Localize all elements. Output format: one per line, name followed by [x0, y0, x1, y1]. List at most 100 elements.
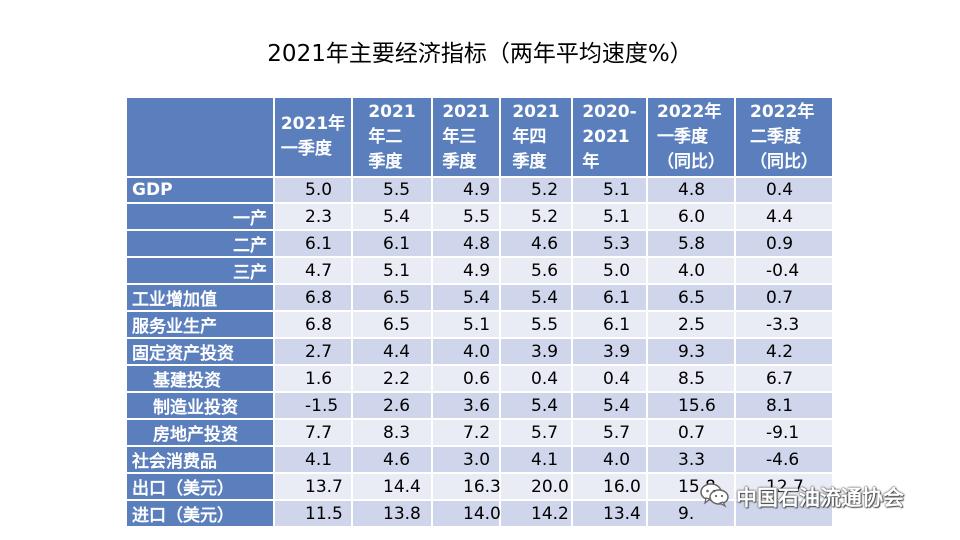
table-cell: 13.4 [571, 499, 648, 528]
table-cell: 6.1 [571, 283, 648, 312]
table-cell: 6.1 [571, 310, 648, 339]
row-label: 工业增加值 [125, 283, 275, 312]
table-cell: 0.6 [431, 364, 501, 393]
table-cell: -3.3 [734, 310, 834, 339]
table-row: 三产 4.7 5.1 4.9 5.6 5.0 4.0 -0.4 [125, 256, 834, 285]
table-cell: 4.7 [273, 256, 353, 285]
table-cell: -4.6 [734, 445, 834, 474]
column-header: 2021年 一季度 [273, 96, 353, 178]
table-cell: 4.9 [431, 256, 501, 285]
table-cell: 5.4 [499, 391, 573, 420]
table-cell: 4.0 [431, 337, 501, 366]
table-cell: 16.0 [571, 472, 648, 501]
row-label: GDP [125, 176, 275, 204]
table-cell: 5.5 [499, 310, 573, 339]
table-header-row: 2021年 一季度 2021 年二 季度 2021 年三 季度 2021 年四 … [125, 96, 834, 178]
table-row: 社会消费品 4.1 4.6 3.0 4.1 4.0 3.3 -4.6 [125, 445, 834, 474]
row-label: 进口（美元） [125, 499, 275, 528]
table-cell: 6.1 [351, 229, 433, 258]
table-cell: 8.1 [734, 391, 834, 420]
watermark-text: 中国石油流通协会 [736, 486, 904, 510]
row-label: 房地产投资 [125, 418, 275, 447]
table-cell: 14.2 [499, 499, 573, 528]
table-cell: 4.2 [734, 337, 834, 366]
table-cell: 5.4 [499, 283, 573, 312]
table-cell: 0.9 [734, 229, 834, 258]
table-cell: 14.0 [431, 499, 501, 528]
row-label: 社会消费品 [125, 445, 275, 474]
row-label: 二产 [125, 229, 275, 258]
table-cell: 5.3 [571, 229, 648, 258]
table-cell: 5.1 [431, 310, 501, 339]
table-cell: 6.8 [273, 283, 353, 312]
table-cell: 0.7 [646, 418, 736, 447]
table-cell: 6.8 [273, 310, 353, 339]
table-cell: 3.0 [431, 445, 501, 474]
table-cell: 7.2 [431, 418, 501, 447]
column-header: 2021 年四 季度 [499, 96, 573, 178]
table-cell: 4.1 [499, 445, 573, 474]
table-cell: 0.4 [499, 364, 573, 393]
table-cell: 20.0 [499, 472, 573, 501]
table-cell: 2.3 [273, 202, 353, 231]
table-row: 基建投资 1.6 2.2 0.6 0.4 0.4 8.5 6.7 [125, 364, 834, 393]
table-cell: 6.1 [273, 229, 353, 258]
row-label: 制造业投资 [125, 391, 275, 420]
table-row: GDP 5.0 5.5 4.9 5.2 5.1 4.8 0.4 [125, 176, 834, 204]
table-cell: 4.4 [351, 337, 433, 366]
table-cell: 3.6 [431, 391, 501, 420]
table-cell: 5.5 [351, 176, 433, 204]
header-corner-cell [125, 96, 275, 178]
table-cell: -1.5 [273, 391, 353, 420]
wechat-icon [700, 482, 730, 512]
column-header: 2021 年三 季度 [431, 96, 501, 178]
row-label: 服务业生产 [125, 310, 275, 339]
table-cell: 3.9 [571, 337, 648, 366]
table-cell: 5.0 [571, 256, 648, 285]
table-cell: 4.0 [571, 445, 648, 474]
table-cell: 8.3 [351, 418, 433, 447]
table-cell: 0.4 [571, 364, 648, 393]
table-row: 固定资产投资 2.7 4.4 4.0 3.9 3.9 9.3 4.2 [125, 337, 834, 366]
table-cell: 5.8 [646, 229, 736, 258]
table-cell: 5.2 [499, 202, 573, 231]
economic-indicators-table: 2021年 一季度 2021 年二 季度 2021 年三 季度 2021 年四 … [125, 96, 834, 528]
table-cell: 4.6 [351, 445, 433, 474]
table-cell: 13.7 [273, 472, 353, 501]
table-cell: 6.0 [646, 202, 736, 231]
table-row: 服务业生产 6.8 6.5 5.1 5.5 6.1 2.5 -3.3 [125, 310, 834, 339]
table-cell: -0.4 [734, 256, 834, 285]
column-header: 2022年 二季度 （同比） [734, 96, 834, 178]
row-label: 三产 [125, 256, 275, 285]
table-cell: 4.6 [499, 229, 573, 258]
table-cell: 6.7 [734, 364, 834, 393]
table-cell: -9.1 [734, 418, 834, 447]
table-cell: 9.3 [646, 337, 736, 366]
table-cell: 15.6 [646, 391, 736, 420]
column-header: 2022年 一季度 （同比） [646, 96, 736, 178]
table-cell: 5.7 [499, 418, 573, 447]
table-cell: 3.3 [646, 445, 736, 474]
row-label: 一产 [125, 202, 275, 231]
table-row: 出口（美元） 13.7 14.4 16.3 20.0 16.0 15.8 12.7 [125, 472, 834, 501]
table-cell: 2.7 [273, 337, 353, 366]
column-header: 2020- 2021 年 [571, 96, 648, 178]
table-cell: 2.5 [646, 310, 736, 339]
table-cell: 5.1 [351, 256, 433, 285]
table-cell: 5.5 [431, 202, 501, 231]
table-cell: 11.5 [273, 499, 353, 528]
table-cell: 5.4 [351, 202, 433, 231]
table-cell: 5.7 [571, 418, 648, 447]
table-cell: 12.7 [734, 472, 834, 501]
table-row: 制造业投资 -1.5 2.6 3.6 5.4 5.4 15.6 8.1 [125, 391, 834, 420]
table-cell: 5.1 [571, 176, 648, 204]
table-cell: 5.2 [499, 176, 573, 204]
table-row: 工业增加值 6.8 6.5 5.4 5.4 6.1 6.5 0.7 [125, 283, 834, 312]
table-row: 房地产投资 7.7 8.3 7.2 5.7 5.7 0.7 -9.1 [125, 418, 834, 447]
table-cell: 5.4 [571, 391, 648, 420]
table-cell: 4.8 [646, 176, 736, 204]
watermark: 中国石油流通协会 [700, 482, 904, 512]
table-cell: 5.0 [273, 176, 353, 204]
table-cell: 5.1 [571, 202, 648, 231]
table-cell: 4.8 [431, 229, 501, 258]
